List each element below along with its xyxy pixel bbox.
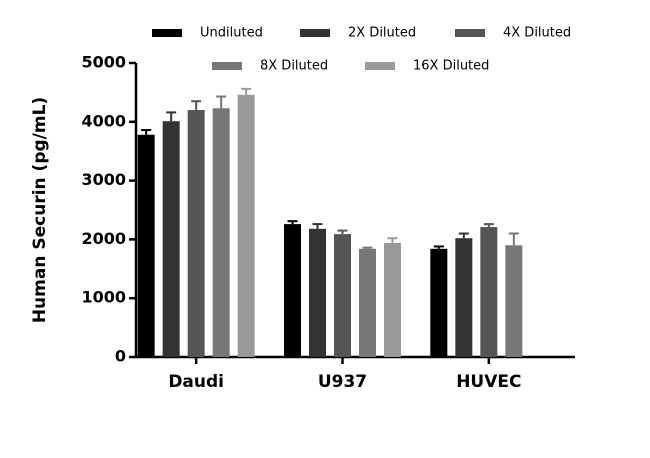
- legend-label: Undiluted: [200, 26, 263, 41]
- y-tick-label: 0: [115, 347, 126, 366]
- legend-swatch: [212, 62, 242, 70]
- legend-label: 2X Diluted: [348, 26, 416, 41]
- bar: [455, 238, 473, 357]
- x-tick-label: HUVEC: [456, 372, 521, 392]
- x-tick-label: Daudi: [168, 372, 224, 392]
- bar: [187, 110, 205, 357]
- legend-label: 4X Diluted: [503, 26, 571, 41]
- y-tick-label: 5000: [81, 53, 126, 72]
- x-tick-label: U937: [318, 372, 367, 392]
- bar: [237, 94, 255, 357]
- bar: [162, 121, 180, 357]
- bar: [505, 245, 523, 357]
- bar: [384, 242, 401, 357]
- y-tick-label: 3000: [81, 170, 126, 189]
- bar: [480, 227, 498, 357]
- bar: [137, 134, 155, 357]
- legend-swatch: [152, 29, 182, 37]
- legend-swatch: [300, 29, 330, 37]
- y-tick-label: 1000: [81, 288, 126, 307]
- legend-label: 16X Diluted: [413, 59, 489, 74]
- bar: [430, 248, 448, 357]
- bar: [359, 248, 376, 357]
- bar: [334, 234, 351, 357]
- y-axis-label: Human Securin (pg/mL): [30, 97, 50, 323]
- y-tick-label: 4000: [81, 111, 126, 130]
- legend-swatch: [455, 29, 485, 37]
- bar: [212, 108, 230, 357]
- legend-label: 8X Diluted: [260, 59, 328, 74]
- y-tick-label: 2000: [81, 229, 126, 248]
- legend-swatch: [365, 62, 395, 70]
- bar: [309, 228, 326, 357]
- bar: [284, 224, 301, 357]
